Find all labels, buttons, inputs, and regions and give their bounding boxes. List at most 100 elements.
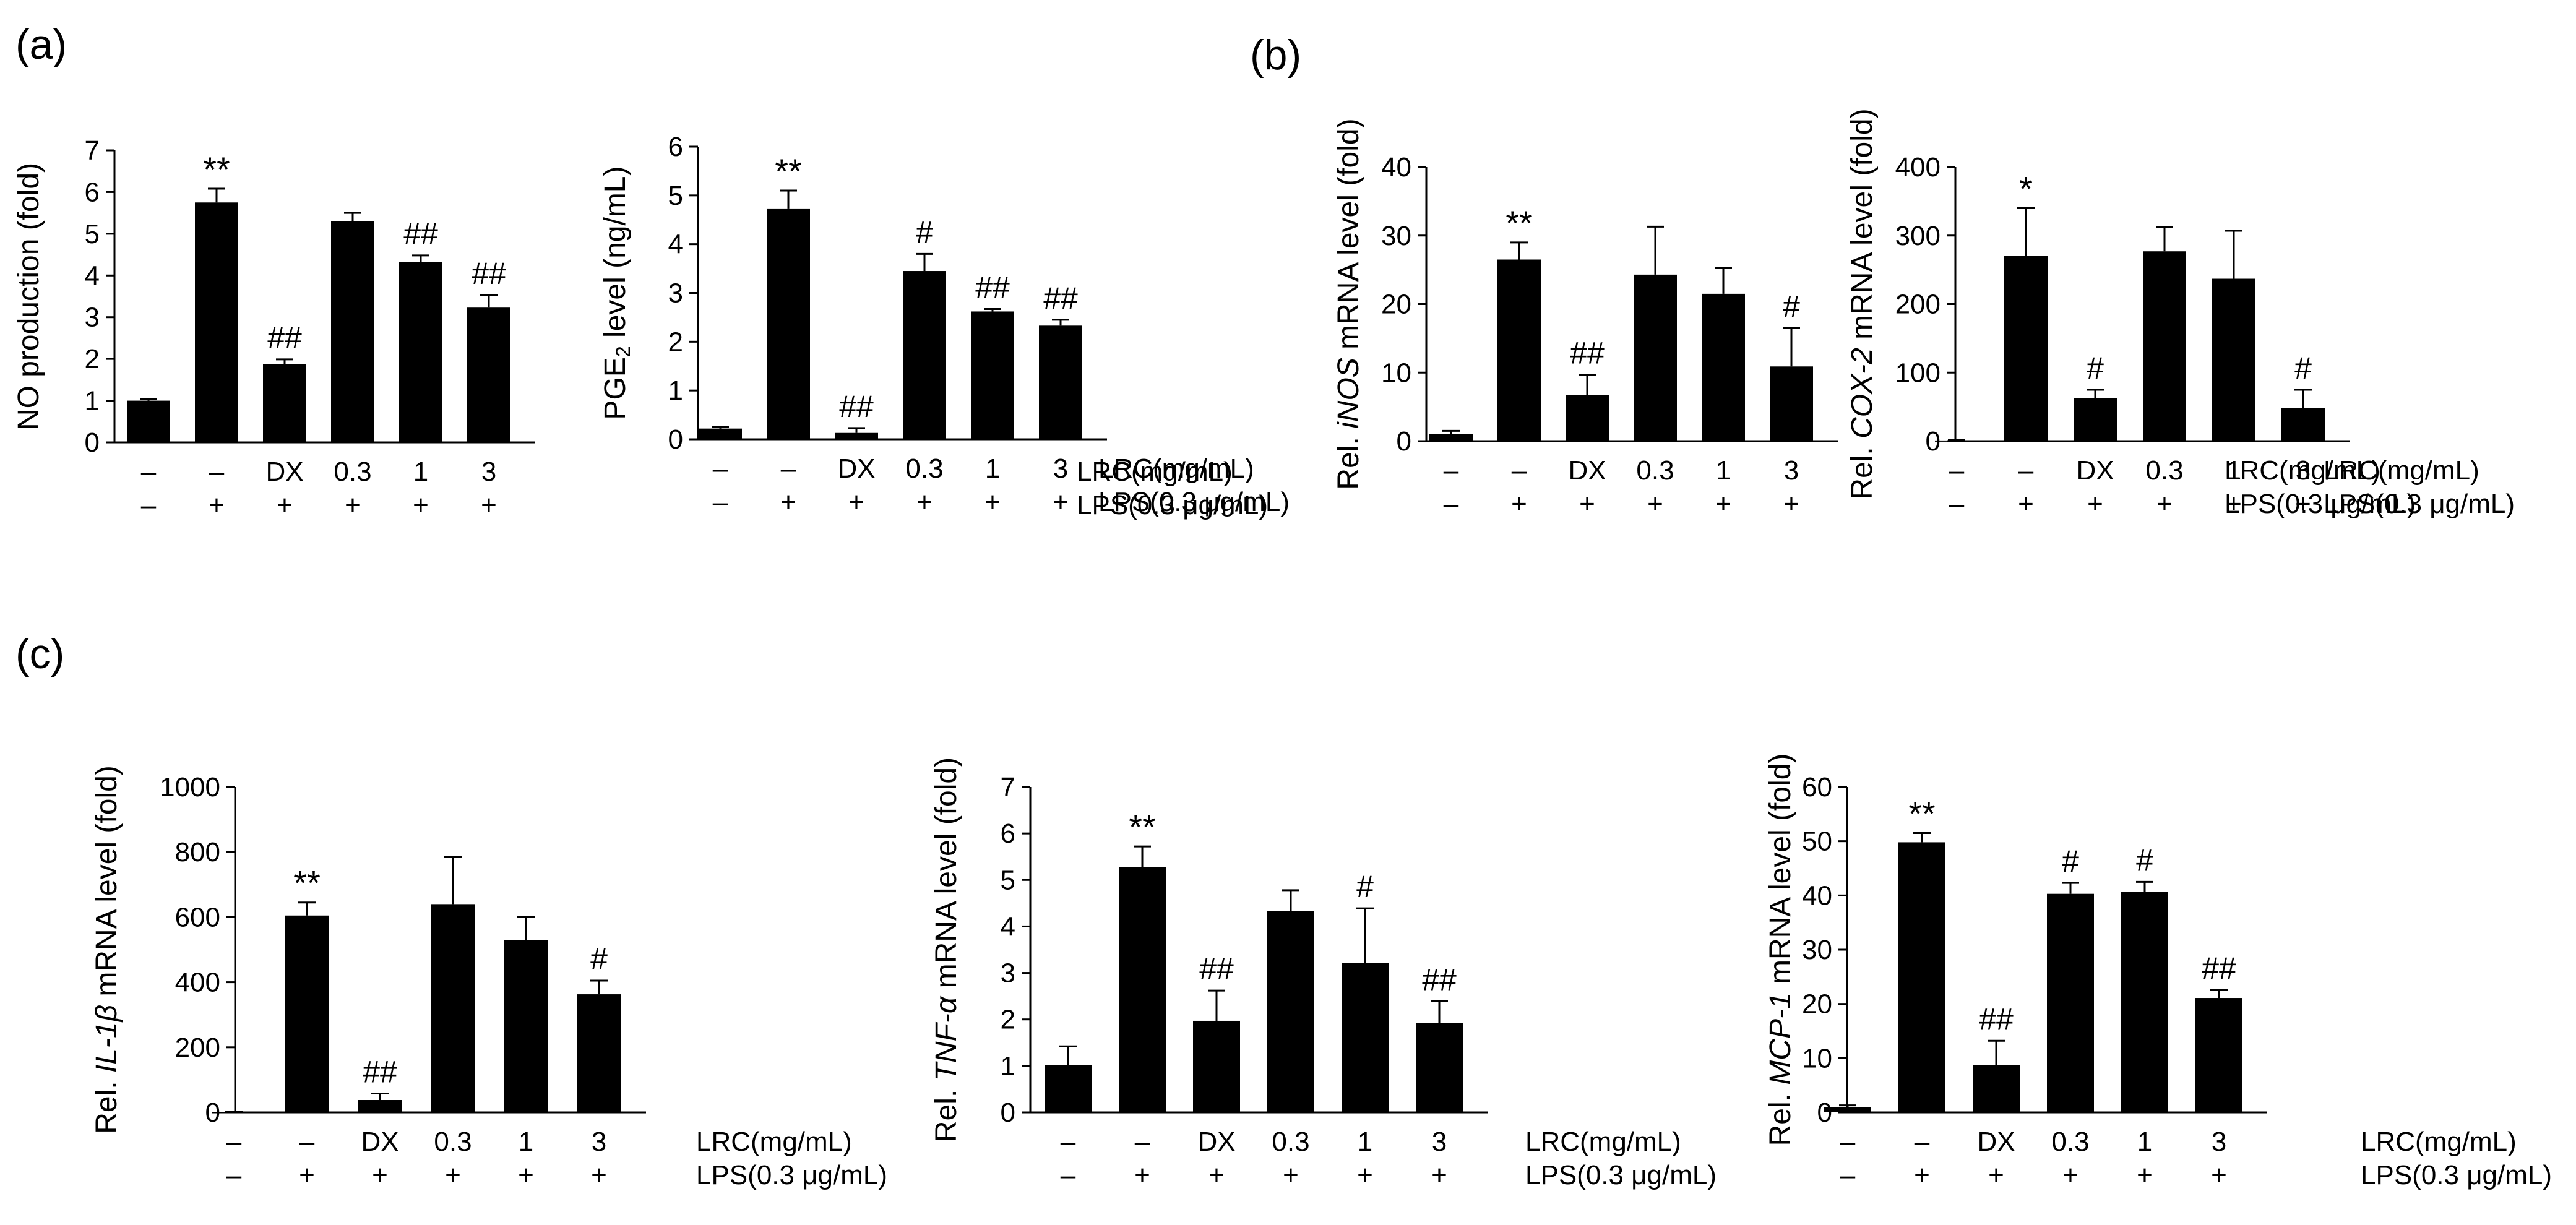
lrc-condition-label: DX — [361, 1127, 398, 1157]
significance-label: ## — [1422, 962, 1457, 997]
lps-condition-label: + — [1357, 1160, 1373, 1190]
bar — [835, 432, 878, 439]
significance-label: ## — [2202, 951, 2236, 986]
bar — [1973, 1065, 2020, 1112]
bar — [767, 208, 810, 439]
lrc-condition-label: 0.3 — [334, 457, 371, 487]
significance-label: # — [2136, 843, 2153, 877]
lrc-condition-label: – — [299, 1127, 315, 1157]
y-tick-label: 5 — [85, 219, 100, 249]
lps-condition-label: + — [2018, 489, 2034, 519]
significance-label: ## — [839, 389, 874, 424]
lps-row-title: LPS(0.3 μg/mL) — [696, 1160, 887, 1190]
y-tick-label: 1 — [1001, 1051, 1015, 1081]
y-axis-label: NO production (fold) — [12, 163, 45, 430]
lps-condition-label: + — [518, 1160, 534, 1190]
lrc-condition-label: – — [781, 453, 796, 484]
bar — [1193, 1020, 1240, 1112]
bar — [2004, 256, 2048, 441]
lps-condition-label: – — [1840, 1160, 1856, 1190]
lps-condition-label: + — [1511, 489, 1527, 519]
bar — [1898, 842, 1945, 1112]
bar — [2047, 893, 2094, 1112]
bar — [504, 940, 548, 1112]
lps-condition-label: + — [2087, 489, 2103, 519]
lrc-condition-label: – — [1512, 455, 1527, 486]
bar — [971, 311, 1014, 439]
lrc-condition-label: 1 — [413, 457, 428, 487]
bar — [2143, 251, 2186, 441]
bar — [2195, 998, 2242, 1112]
lps-condition-label: + — [1783, 489, 1799, 519]
lrc-condition-label: – — [2018, 455, 2034, 486]
lrc-condition-label: – — [141, 457, 157, 487]
lrc-row-title: LRC(mg/mL) — [2225, 455, 2380, 486]
lrc-condition-label: 3 — [481, 457, 496, 487]
y-tick-label: 6 — [668, 132, 683, 162]
y-tick-label: 50 — [1802, 827, 1832, 857]
lps-row-title: LPS(0.3 μg/mL) — [1525, 1160, 1717, 1190]
y-tick-label: 1000 — [160, 772, 220, 802]
lrc-condition-label: DX — [1977, 1127, 2015, 1157]
significance-label: ## — [975, 270, 1010, 305]
lps-condition-label: + — [780, 487, 796, 517]
bar — [1497, 259, 1541, 441]
lps-condition-label: + — [2226, 489, 2242, 519]
lrc-row-title: LRC(mg/mL) — [2324, 455, 2479, 486]
lrc-condition-label: 0.3 — [2145, 455, 2183, 486]
lrc-row-title: LRC(mg/mL) — [696, 1127, 852, 1157]
bar — [331, 221, 374, 442]
y-tick-label: 7 — [1001, 772, 1015, 802]
lps-condition-label: + — [2062, 1160, 2078, 1190]
y-tick-label: 800 — [175, 837, 220, 867]
significance-label: # — [590, 942, 608, 976]
lps-condition-label: + — [1914, 1160, 1930, 1190]
lrc-condition-label: 0.3 — [905, 453, 943, 484]
panel-label-a: (a) — [15, 21, 67, 68]
y-tick-label: 0 — [668, 424, 683, 455]
y-tick-label: 30 — [1381, 221, 1411, 251]
significance-label: ** — [1908, 794, 1936, 833]
significance-label: # — [2294, 351, 2312, 385]
lrc-condition-label: – — [1915, 1127, 1930, 1157]
lps-condition-label: + — [916, 487, 933, 517]
lrc-condition-label: 1 — [2226, 455, 2241, 486]
bar — [1267, 911, 1314, 1112]
significance-label: # — [1783, 289, 1800, 324]
y-tick-label: 20 — [1381, 290, 1411, 320]
bar — [1429, 434, 1473, 441]
significance-label: ** — [775, 152, 802, 191]
y-tick-label: 0 — [1001, 1098, 1015, 1128]
significance-label: ** — [293, 864, 321, 903]
bar — [1045, 1065, 1092, 1112]
significance-label: ## — [1570, 336, 1605, 371]
lrc-condition-label: 3 — [2212, 1127, 2226, 1157]
lrc-condition-label: 0.3 — [2051, 1127, 2089, 1157]
bar — [2074, 398, 2117, 441]
lps-condition-label: + — [299, 1160, 315, 1190]
lrc-condition-label: – — [1949, 455, 1965, 486]
lrc-condition-label: 1 — [1358, 1127, 1372, 1157]
lrc-condition-label: 3 — [1053, 453, 1068, 484]
lrc-condition-label: – — [226, 1127, 242, 1157]
y-tick-label: 4 — [85, 260, 100, 291]
y-tick-label: 1 — [85, 386, 100, 416]
significance-label: ## — [1979, 1002, 2014, 1036]
y-tick-label: 0 — [1817, 1098, 1832, 1128]
y-axis-label: Rel. iNOS mRNA level (fold) — [1332, 118, 1365, 489]
bar — [699, 428, 742, 439]
significance-label: ## — [472, 256, 506, 291]
bar — [1824, 1107, 1871, 1112]
y-tick-label: 10 — [1802, 1043, 1832, 1073]
lps-condition-label: – — [713, 487, 728, 517]
bar — [1634, 274, 1677, 441]
lrc-condition-label: – — [209, 457, 225, 487]
bar — [1770, 366, 1813, 441]
lrc-condition-label: – — [1135, 1127, 1150, 1157]
y-tick-label: 10 — [1381, 358, 1411, 388]
bar — [2212, 278, 2255, 441]
y-tick-label: 6 — [1001, 819, 1015, 849]
